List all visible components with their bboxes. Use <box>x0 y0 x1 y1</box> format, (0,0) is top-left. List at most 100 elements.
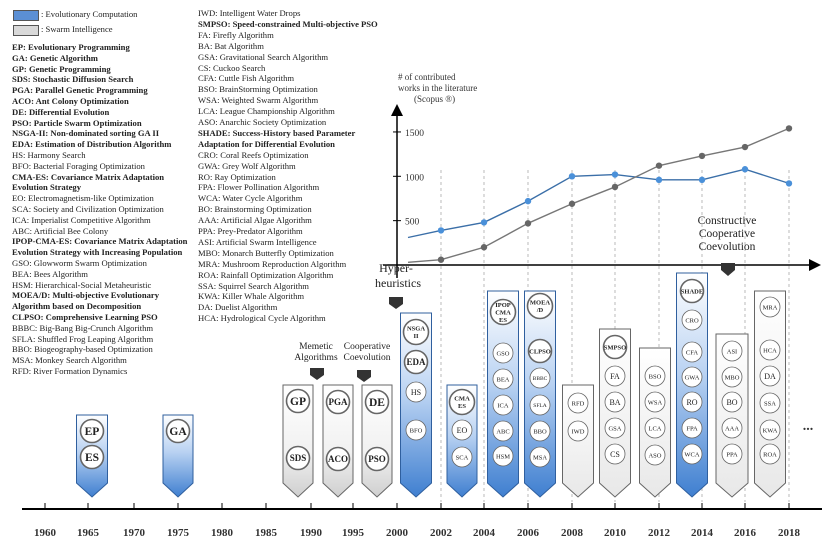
abbreviation-entry: ABC: Artificial Bee Colony <box>12 225 109 236</box>
algorithm-circle <box>604 417 626 439</box>
milestone-marker <box>357 370 371 382</box>
algorithm-label: SFLA <box>533 403 546 409</box>
algorithm-label: ROA <box>763 451 777 458</box>
algorithm-label: EO <box>457 426 468 435</box>
chart-tick-label: 1500 <box>405 129 424 139</box>
abbreviation-entry: SHADE: Success-History based Parameter <box>198 127 356 138</box>
year-label: 2016 <box>734 527 757 539</box>
abbreviation-entry: IPOP-CMA-ES: Covariance Matrix Adaptatio… <box>12 236 188 247</box>
legend-swatch <box>13 25 39 36</box>
chart-axis-label: works in the literature <box>398 83 477 93</box>
series-point <box>785 180 793 187</box>
year-label: 1965 <box>77 527 100 539</box>
abbreviation-entry: IWD: Intelligent Water Drops <box>198 8 301 18</box>
algorithm-label: FA <box>610 372 620 381</box>
abbreviation-entry: FA: Firefly Algorithm <box>198 29 274 40</box>
abbreviation-entry: Algorithm based on Decomposition <box>12 301 142 312</box>
chart-tick-label: 500 <box>405 218 420 228</box>
algorithm-circle <box>405 419 427 441</box>
algorithm-circle <box>681 366 703 388</box>
algorithm-label: SCA <box>456 454 469 461</box>
algorithm-label: PSO <box>368 454 386 464</box>
algorithm-circle <box>681 443 703 465</box>
milestone-marker <box>389 297 403 309</box>
algorithm-group: SHADE CRO CFA GWA RO FPA WCA <box>676 272 708 498</box>
more-ellipsis: ... <box>803 419 814 434</box>
milestone-label: Cooperative <box>344 342 390 352</box>
year-label: 1985 <box>255 527 278 539</box>
algorithm-circle <box>644 444 666 466</box>
legend-label: : Evolutionary Computation <box>41 9 138 19</box>
algorithm-circle <box>529 367 551 389</box>
algorithm-label: HS <box>411 388 421 397</box>
algorithm-circle <box>529 394 551 416</box>
abbreviation-entry: AAA: Artificial Algae Algorithm <box>198 215 312 226</box>
abbreviation-entry: GA: Genetic Algorithm <box>12 52 98 63</box>
algorithm-circle <box>79 444 105 470</box>
abbreviation-entry: PGA: Parallel Genetic Programming <box>12 85 148 96</box>
algorithm-circle <box>529 420 551 442</box>
year-label: 2000 <box>386 527 409 539</box>
algorithm-circle <box>492 368 514 390</box>
milestone-label: Coevolution <box>699 241 756 253</box>
algorithm-label: HCA <box>763 347 777 354</box>
chart-axis-label: # of contributed <box>398 72 456 82</box>
series-point <box>568 173 576 180</box>
algorithm-circle <box>604 391 626 413</box>
abbreviation-entry: BEA: Bees Algorithm <box>12 268 88 279</box>
year-label: 2010 <box>604 527 627 539</box>
abbreviation-entry: GWA: Grey Wolf Algorithm <box>198 160 296 171</box>
algorithm-label: GA <box>169 426 187 438</box>
algorithm-group: EP ES <box>76 414 108 498</box>
series-point <box>655 176 663 184</box>
algorithm-label: GSO <box>496 350 509 357</box>
algorithm-group: MOEA/D CLPSO BBBC SFLA BBO MSA <box>524 290 556 498</box>
algorithm-label: NSGA <box>407 326 425 333</box>
algorithm-label: BFO <box>410 427 423 434</box>
milestone-marker <box>310 368 324 380</box>
algorithm-label: SMPSO <box>604 344 626 351</box>
year-label: 1975 <box>167 527 190 539</box>
algorithm-label: ASI <box>727 348 737 355</box>
algorithm-group: PGA ACO <box>322 384 354 498</box>
abbreviation-entry: MRA: Mushroom Reproduction Algorithm <box>198 258 347 269</box>
algorithm-label: BEA <box>497 376 510 383</box>
algorithm-circle <box>285 388 311 414</box>
algorithm-label: ABC <box>496 428 509 435</box>
abbreviation-entry: MSA: Monkey Search Algorithm <box>12 355 127 366</box>
algorithm-circle <box>79 418 105 444</box>
algorithm-circle <box>759 392 781 414</box>
algorithm-group: DE PSO <box>361 384 393 498</box>
milestone-marker <box>721 263 735 276</box>
abbreviation-entry: HS: Harmony Search <box>12 150 86 160</box>
abbreviation-entry: EP: Evolutionary Programming <box>12 42 130 52</box>
algorithm-circle <box>451 446 473 468</box>
algorithm-circle <box>681 417 703 439</box>
abbreviation-entry: GSO: Glowworm Swarm Optimization <box>12 258 147 268</box>
algorithm-label: FPA <box>686 425 698 432</box>
algorithm-label: CMA <box>495 309 511 316</box>
algorithm-circle <box>681 341 703 363</box>
algorithm-label: PGA <box>329 397 348 407</box>
algorithm-banner <box>487 290 519 498</box>
series-point <box>568 200 576 207</box>
algorithm-group: RFD IWD <box>562 384 594 498</box>
algorithm-label: SSA <box>764 400 776 407</box>
chart-tick-label: 1000 <box>405 173 424 183</box>
abbreviation-entry: WCA: Water Cycle Algorithm <box>198 193 303 204</box>
abbreviation-entry: CRO: Coral Reefs Optimization <box>198 149 309 160</box>
algorithm-circle <box>526 292 554 320</box>
abbreviation-entry: Evolution Strategy with Increasing Popul… <box>12 247 183 258</box>
abbreviation-entry: SSA: Squirrel Search Algorithm <box>198 280 309 291</box>
algorithm-label: BSO <box>649 373 662 380</box>
abbreviation-entry: SCA: Society and Civilization Optimizati… <box>12 204 164 214</box>
abbreviation-entry: BBO: Biogeography-based Optimization <box>12 344 153 355</box>
algorithm-label: DA <box>764 372 776 381</box>
abbreviation-entry: Adaptation for Differential Evolution <box>198 138 335 149</box>
algorithm-banner <box>322 384 354 498</box>
algorithm-circle <box>364 446 390 472</box>
algorithm-label: LCA <box>649 425 662 432</box>
algorithm-label: GWA <box>685 374 700 381</box>
algorithm-group: MRA HCA DA SSA KWA ROA <box>754 290 786 498</box>
